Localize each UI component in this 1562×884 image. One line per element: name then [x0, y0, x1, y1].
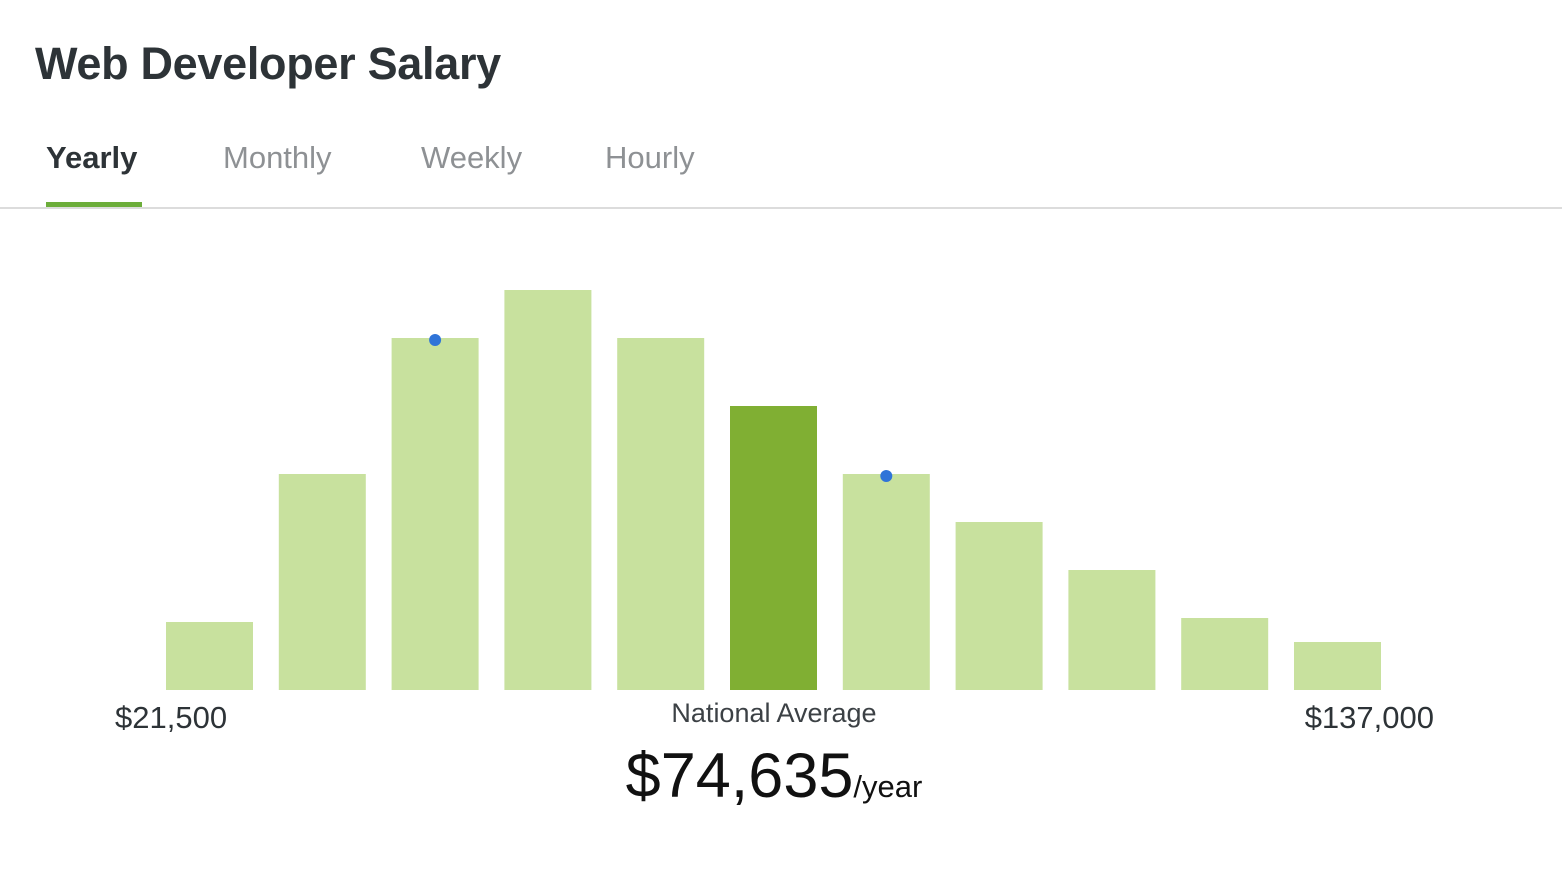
- histogram-bar: [166, 622, 253, 690]
- percentile-marker: [880, 470, 893, 482]
- pay-period-tabs: Yearly Monthly Weekly Hourly: [0, 130, 1562, 210]
- tab-weekly[interactable]: Weekly: [421, 140, 523, 175]
- tab-monthly[interactable]: Monthly: [223, 140, 332, 175]
- histogram-bar-average: [730, 406, 817, 690]
- active-tab-indicator: [46, 202, 142, 209]
- average-amount: $74,635: [625, 741, 854, 811]
- histogram-bar: [842, 474, 930, 690]
- histogram-bar: [1068, 570, 1156, 690]
- tab-yearly[interactable]: Yearly: [46, 140, 138, 175]
- histogram-bar: [391, 338, 479, 690]
- histogram-bar: [1181, 618, 1269, 690]
- range-min-label: $21,500: [115, 700, 228, 735]
- histogram-bar: [504, 290, 592, 690]
- range-max-label: $137,000: [1304, 700, 1434, 735]
- national-average-label: National Average: [671, 698, 877, 728]
- histogram-bar: [617, 338, 705, 690]
- national-average-value: $74,635/year: [474, 740, 1074, 812]
- page-title: Web Developer Salary: [35, 38, 501, 89]
- tab-hourly[interactable]: Hourly: [605, 140, 695, 175]
- histogram-bar: [278, 474, 366, 690]
- histogram-bar: [1294, 642, 1381, 690]
- percentile-marker: [429, 334, 442, 346]
- average-unit: /year: [853, 769, 923, 804]
- histogram-bar: [955, 522, 1043, 690]
- tabs-divider: [0, 207, 1562, 209]
